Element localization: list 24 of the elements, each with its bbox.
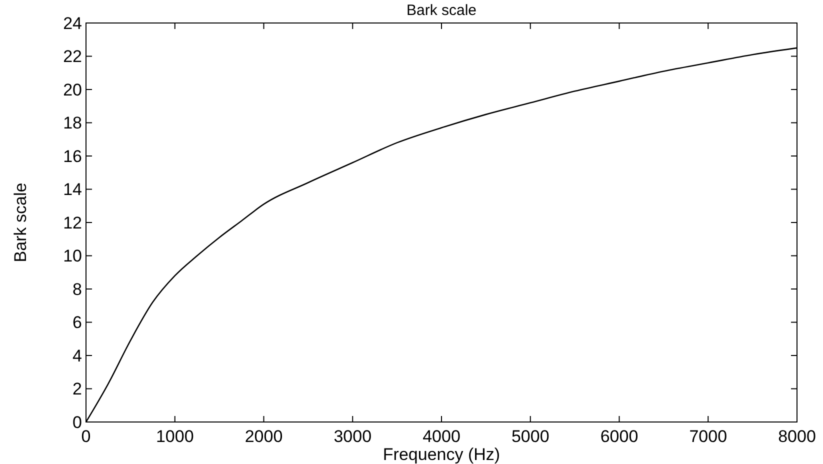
y-tick-label: 22 [63, 47, 82, 66]
x-axis-title: Frequency (Hz) [382, 445, 500, 464]
chart-title: Bark scale [406, 2, 477, 19]
x-tick-label: 6000 [600, 427, 638, 446]
x-tick-label: 4000 [422, 427, 460, 446]
y-tick-label: 16 [63, 146, 82, 166]
y-tick-label: 24 [63, 14, 82, 33]
x-tick-label: 1000 [156, 427, 194, 446]
y-tick-label: 20 [63, 80, 82, 100]
y-axis-title: Bark scale [11, 182, 30, 262]
y-tick-label: 4 [72, 346, 82, 366]
y-tick-label: 2 [72, 380, 82, 399]
x-tick-label: 8000 [778, 427, 816, 446]
x-tick-label: 3000 [334, 427, 372, 446]
y-tick-label: 8 [72, 280, 82, 299]
y-tick-label: 14 [63, 180, 82, 200]
y-tick-label: 18 [63, 114, 82, 133]
y-tick-label: 0 [72, 412, 82, 432]
y-tick-label: 6 [72, 313, 82, 332]
x-tick-label: 7000 [689, 427, 728, 446]
x-tick-label: 2000 [244, 427, 283, 446]
y-tick-label: 12 [63, 213, 82, 232]
y-tick-label: 10 [63, 246, 82, 266]
x-tick-label: 5000 [511, 427, 550, 446]
